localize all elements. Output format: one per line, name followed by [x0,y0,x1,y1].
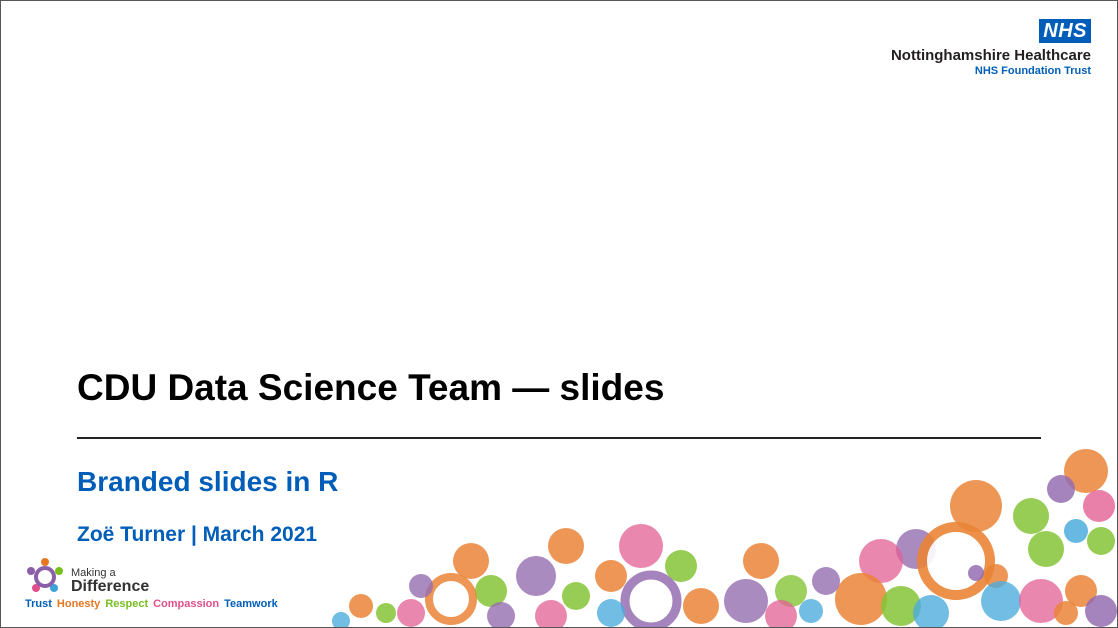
slide-subtitle: Branded slides in R [77,466,339,497]
value-honesty: Honesty [56,598,101,610]
trust-values: Trust Honesty Respect Compassion Teamwork [25,598,283,610]
people-circle-icon [27,558,63,592]
value-trust: Trust [25,598,52,610]
value-compassion: Compassion [153,598,220,610]
slide-title: CDU Data Science Team — slides [77,367,665,408]
org-subtitle: NHS Foundation Trust [974,65,1091,77]
value-teamwork: Teamwork [224,598,278,610]
nhs-branding: NHS Nottinghamshire Healthcare NHS Found… [891,19,1091,77]
nhs-logo: NHS [1039,19,1091,43]
author-date-line: Zoë Turner | March 2021 [77,523,318,546]
making-a-text: Making a [71,567,116,579]
org-name: Nottinghamshire Healthcare [890,47,1091,64]
value-respect: Respect [105,598,149,610]
title-divider [77,437,1041,439]
difference-text: Difference [71,578,150,595]
